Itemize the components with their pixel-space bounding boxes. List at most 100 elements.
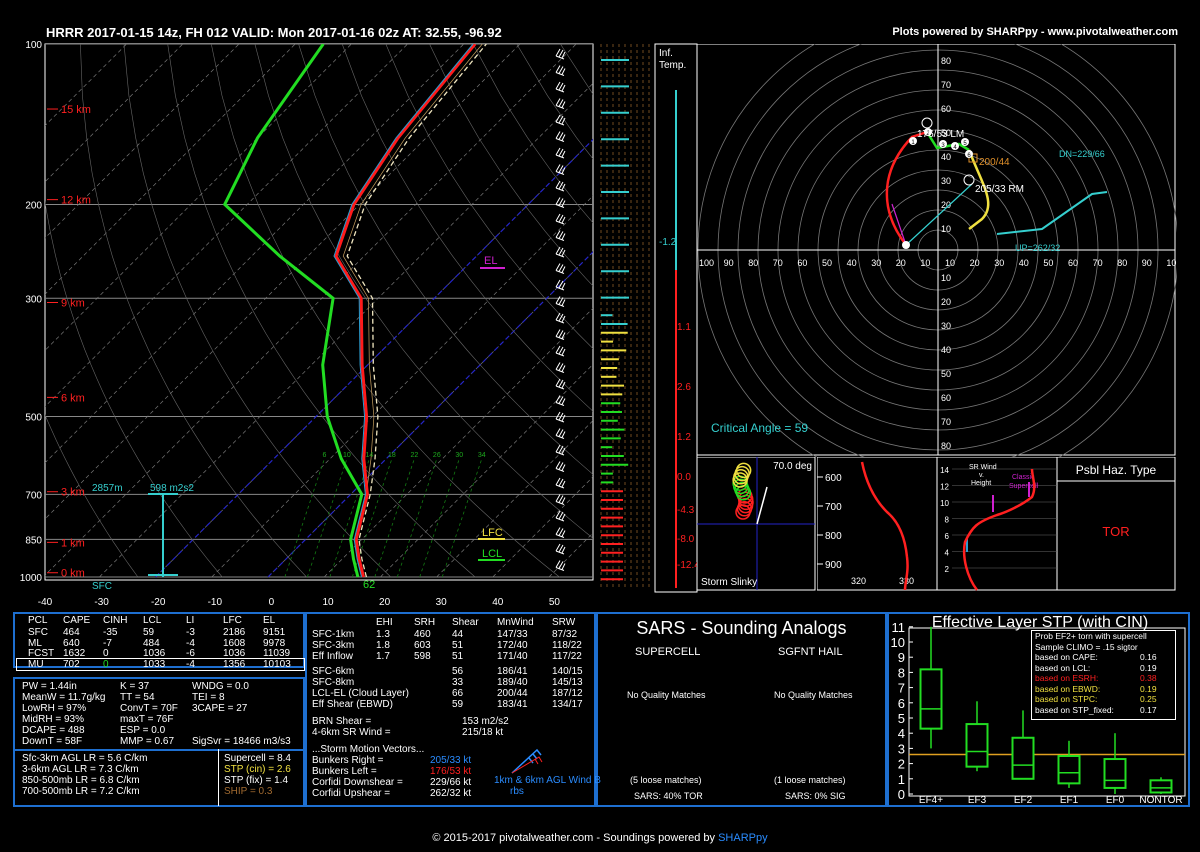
prob-row: Prob EF2+ torn with supercell — [1032, 631, 1175, 642]
inftemp-column: Inf. Temp. -1.21.12.61.20.0-4.3-8.0-12.4 — [595, 40, 700, 595]
stp-category: EF4+ — [919, 795, 943, 806]
mixing-label: 30 — [455, 452, 463, 459]
hodo-tick: 40 — [941, 345, 951, 355]
srwind-height: 6 — [945, 532, 950, 541]
index-value: STP (fix) = 1.4 — [224, 775, 288, 786]
temp-tick-label: -20 — [151, 597, 166, 608]
motion-title: ...Storm Motion Vectors... — [312, 744, 424, 755]
hodo-tick: 60 — [941, 104, 951, 114]
parcel-cell: 9151 — [263, 627, 285, 638]
thermo-value: K = 37 — [120, 681, 149, 692]
stp-ytick: 6 — [898, 696, 905, 711]
kinematic-cell: 1.8 — [376, 640, 390, 651]
temp-tick-label: -10 — [208, 597, 223, 608]
stp-ytick: 0 — [898, 787, 905, 802]
slinky-label: Storm Slinky — [701, 577, 757, 588]
stp-ytick: 8 — [898, 665, 905, 680]
stp-category: EF2 — [1014, 795, 1033, 806]
stp-category: NONTOR — [1139, 795, 1182, 806]
lcl-label: LCL — [482, 548, 502, 560]
kinematic-cell: 51 — [452, 640, 463, 651]
parcel-cell: CAPE — [63, 615, 90, 626]
mixing-label: 10 — [343, 452, 351, 459]
hodo-tick: 80 — [941, 441, 951, 451]
motion-value: 262/32 kt — [430, 788, 471, 799]
inflow-base: 2857m — [92, 483, 123, 494]
height-label: 12 km — [61, 195, 91, 207]
sars-supercell-label: SUPERCELL — [635, 646, 700, 658]
motion-label: Corfidi Downshear = — [312, 777, 403, 788]
svg-text:v.: v. — [979, 472, 984, 479]
parcel-cell: EL — [263, 615, 275, 626]
stp-category: EF1 — [1060, 795, 1079, 806]
srwind-height: 2 — [945, 565, 950, 574]
height-label: 3 km — [61, 487, 85, 499]
temp-tick-label: 10 — [322, 597, 334, 608]
kinematic-cell: 118/22 — [552, 640, 582, 651]
kinematic-cell: 171/40 — [497, 651, 528, 662]
stp-box — [1059, 756, 1080, 783]
lfc-label: LFC — [482, 527, 503, 539]
stp-ytick: 3 — [898, 741, 905, 756]
parcel-cell: SFC — [28, 627, 48, 638]
temp-tick-label: 30 — [436, 597, 448, 608]
storm-slinky: 70.0 degStorm Slinky — [697, 457, 817, 592]
hodo-tick: 70 — [941, 417, 951, 427]
hodo-tick: 60 — [797, 258, 807, 268]
kinematic-cell: LCL-EL (Cloud Layer) — [312, 688, 409, 699]
barb-label: rbs — [510, 786, 524, 797]
inflow-srh: 598 m2s2 — [150, 483, 194, 494]
skewt-chart: 10020030050070085010006 10 14 18 22 26 30 34-40… — [0, 40, 600, 610]
motion-value: 229/66 kt — [430, 777, 471, 788]
stp-category: EF0 — [1106, 795, 1125, 806]
temp-tick-label: -30 — [94, 597, 109, 608]
kinematic-cell: 145/13 — [552, 677, 583, 688]
prob-row: based on LCL: 0.19 — [1032, 663, 1175, 674]
parcel-cell: 1608 — [223, 638, 245, 649]
hodo-tick: 40 — [1019, 258, 1029, 268]
lm-label: 176/53 LM — [917, 129, 964, 140]
thermo-value: ConvT = 70F — [120, 703, 178, 714]
parcel-cell: -35 — [103, 627, 117, 638]
hodo-tick: 10 — [920, 258, 930, 268]
parcel-cell: 464 — [63, 627, 80, 638]
inftemp-value: 1.1 — [677, 322, 691, 333]
thermo-value: TT = 54 — [120, 692, 155, 703]
pressure-label: 850 — [25, 535, 42, 546]
temp-tick-label: 50 — [549, 597, 561, 608]
rm-label: 205/33 RM — [975, 184, 1024, 195]
inf-label: Inf. — [659, 48, 673, 59]
kinematic-cell: EHI — [376, 617, 393, 628]
kinematic-cell: 51 — [452, 651, 463, 662]
index-value: Supercell = 8.4 — [224, 753, 291, 764]
theta-profile: 600700800900320 330 — [817, 457, 939, 592]
credit-text: Plots powered by SHARPpy - www.pivotalwe… — [892, 26, 1178, 38]
kinematic-cell: 59 — [452, 699, 463, 710]
hodo-tick: 70 — [1093, 258, 1103, 268]
barb-label: 1km & 6km AGL Wind B — [494, 775, 601, 786]
hodo-tick: 20 — [941, 297, 951, 307]
height-label: 1 km — [61, 537, 85, 549]
sars-title: SARS - Sounding Analogs — [600, 618, 883, 639]
parcel-cell: -4 — [186, 638, 195, 649]
height-label: 9 km — [61, 298, 85, 310]
kinematic-cell: SFC-6km — [312, 666, 354, 677]
lapse-rate: 850-500mb LR = 6.8 C/km — [22, 775, 140, 786]
thermo-value: MeanW = 11.7g/kg — [22, 692, 105, 703]
pressure-label: 1000 — [20, 573, 43, 584]
kinematic-cell: 147/33 — [497, 629, 528, 640]
srwind-height: 4 — [945, 549, 950, 558]
sfc-label: SFC — [92, 581, 112, 592]
motion-label: Bunkers Left = — [312, 766, 377, 777]
sr-wind-height: 1412108642SR Windv.HeightClassicSupercel… — [937, 457, 1059, 592]
hodo-tick: 10 — [941, 224, 951, 234]
srwind-height: 12 — [940, 483, 949, 492]
temp-tick-label: 20 — [379, 597, 391, 608]
temp-tick-label: 0 — [269, 597, 275, 608]
kinematic-cell: SRH — [414, 617, 435, 628]
hodo-tick: 50 — [822, 258, 832, 268]
thermo-value: WNDG = 0.0 — [192, 681, 249, 692]
hodo-tick: 50 — [941, 369, 951, 379]
stp-ytick: 7 — [898, 681, 905, 696]
srwind-height: 8 — [945, 516, 950, 525]
